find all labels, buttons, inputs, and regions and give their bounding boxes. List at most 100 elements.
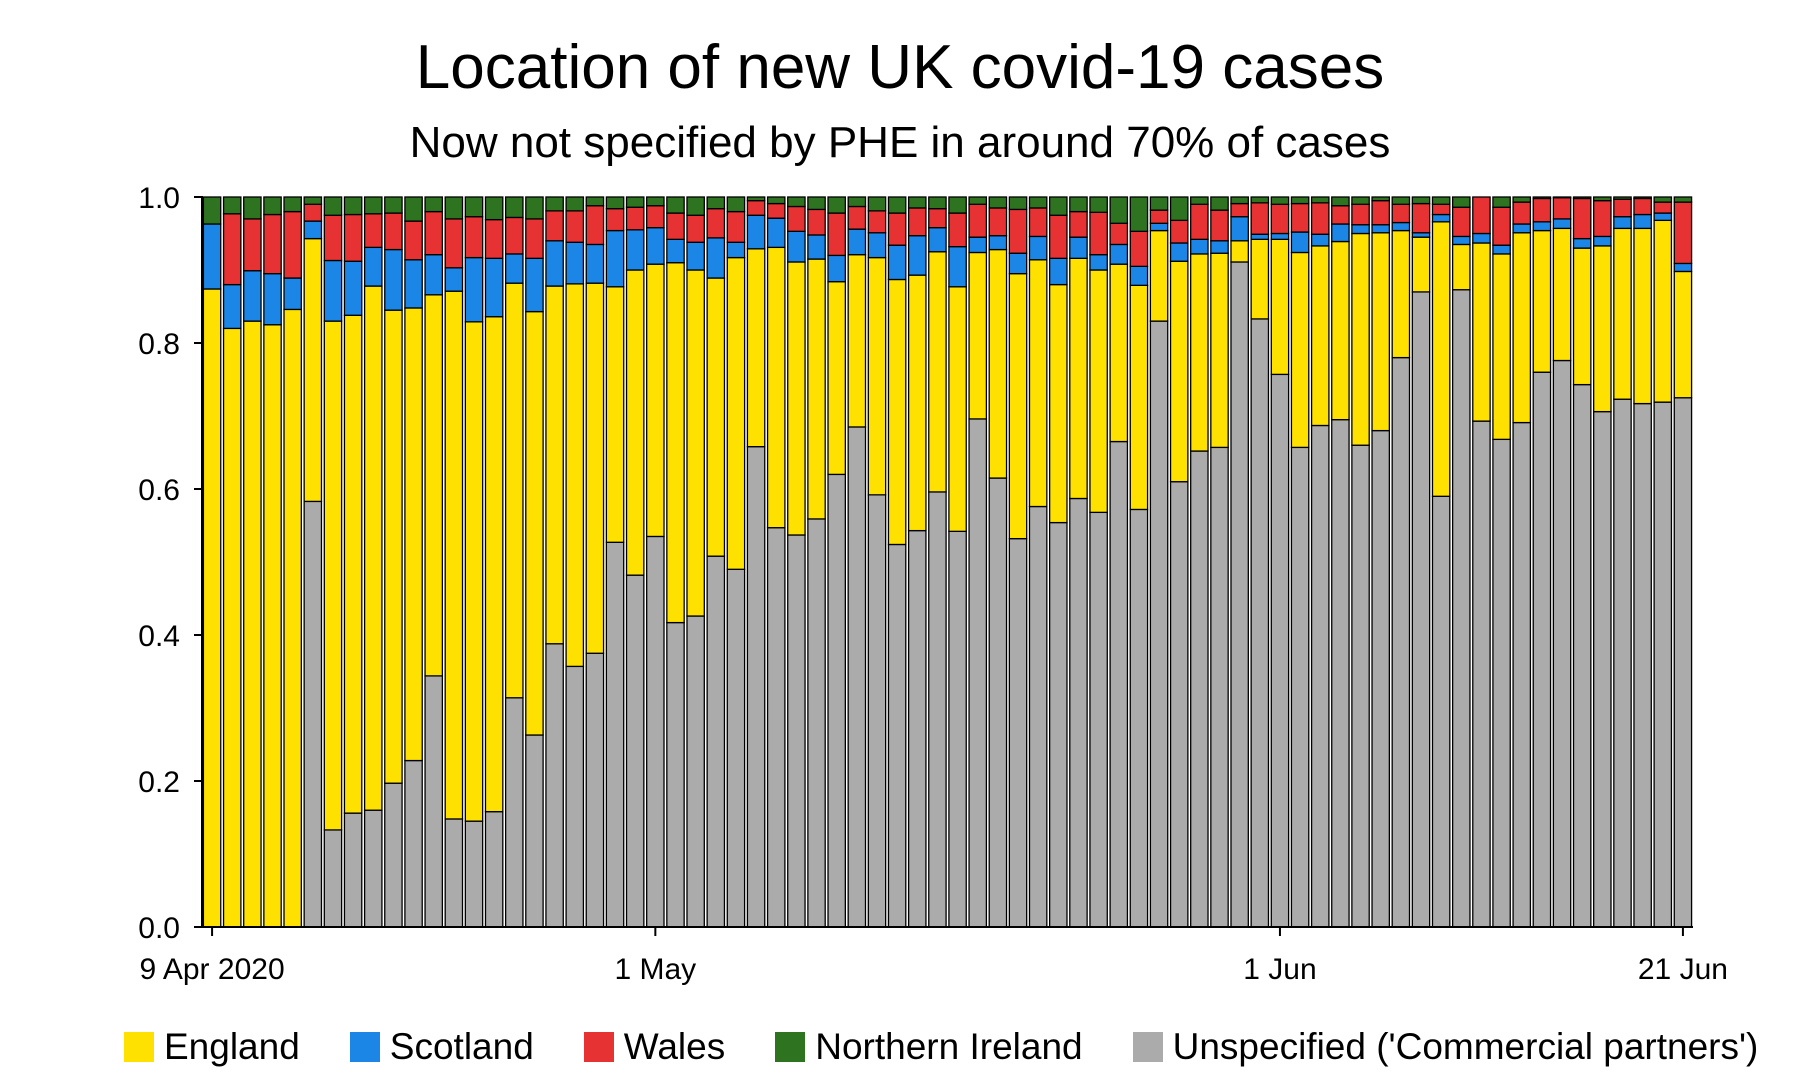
bar-england [1250, 238, 1270, 320]
bar-scotland [484, 257, 504, 318]
bar-england [928, 251, 947, 493]
bar-england [464, 321, 484, 822]
x-tick-label: 21 Jun [1638, 953, 1728, 986]
bar-wales [1169, 219, 1189, 244]
bar-wales [384, 212, 403, 251]
bar-northern-ireland [484, 196, 504, 221]
bar-england [303, 237, 323, 503]
bar-wales [1633, 197, 1652, 216]
bar-scotland [1613, 216, 1632, 230]
bar-northern-ireland [847, 196, 867, 208]
bar-unspecified-commercial-partners [1472, 420, 1491, 928]
bar-scotland [1492, 244, 1511, 255]
bar-northern-ireland [1653, 196, 1673, 203]
bar-unspecified-commercial-partners [706, 555, 726, 928]
bar-northern-ireland [1331, 196, 1350, 207]
bar-scotland [1290, 231, 1310, 254]
bar-unspecified-commercial-partners [1169, 481, 1189, 928]
bar-wales [222, 213, 242, 286]
bar-northern-ireland [1089, 196, 1108, 213]
bar-england [1411, 236, 1431, 293]
bar-scotland [263, 272, 282, 326]
legend-label-wales: Wales [623, 1026, 726, 1067]
bar-wales [1411, 202, 1431, 234]
bar-unspecified-commercial-partners [827, 473, 847, 928]
bar-england [1270, 238, 1290, 376]
bar-unspecified-commercial-partners [484, 811, 504, 928]
bar-unspecified-commercial-partners [605, 541, 625, 928]
bar-england [545, 285, 564, 645]
bar-england [766, 246, 786, 529]
bar-england [323, 320, 343, 831]
bar-wales [1331, 205, 1350, 225]
bar-england [424, 294, 444, 677]
bar-england [706, 277, 726, 557]
bar-wales [867, 210, 887, 234]
y-tick-label: 1.0 [138, 182, 180, 215]
bar-wales [404, 220, 423, 261]
bar-england [625, 269, 645, 576]
bar-wales [968, 203, 988, 238]
bar-northern-ireland [202, 196, 222, 225]
bar-unspecified-commercial-partners [766, 527, 786, 928]
bar-northern-ireland [1069, 196, 1088, 213]
bar-wales [646, 205, 665, 229]
bar-northern-ireland [343, 196, 363, 216]
bar-wales [1492, 206, 1511, 246]
bar-northern-ireland [565, 196, 585, 212]
bar-england [746, 248, 766, 448]
bar-scotland [343, 260, 363, 316]
bar-wales [1028, 207, 1048, 238]
bar-wales [1069, 210, 1088, 238]
bar-unspecified-commercial-partners [1492, 438, 1511, 928]
bar-england [887, 278, 907, 546]
bar-unspecified-commercial-partners [1653, 401, 1673, 928]
bar-scotland [1169, 242, 1189, 262]
bar-scotland [1371, 224, 1391, 234]
bar-scotland [1512, 223, 1532, 234]
legend-item-northern-ireland: Northern Ireland [775, 1025, 1083, 1069]
bar-scotland [1331, 223, 1350, 243]
bar-unspecified-commercial-partners [1391, 356, 1411, 928]
bar-england [1673, 270, 1693, 399]
bar-unspecified-commercial-partners [907, 529, 927, 928]
bar-northern-ireland [1270, 196, 1290, 205]
bar-wales [283, 210, 302, 279]
bar-england [847, 254, 867, 428]
bar-northern-ireland [1492, 196, 1511, 208]
bar-northern-ireland [787, 196, 806, 208]
bar-wales [706, 208, 726, 239]
bar-scotland [1472, 232, 1491, 244]
bar-unspecified-commercial-partners [746, 446, 766, 928]
bar-northern-ireland [263, 196, 282, 216]
bar-northern-ireland [827, 196, 847, 214]
bar-northern-ireland [887, 196, 907, 214]
legend: England Scotland Wales Northern Ireland … [124, 1022, 1800, 1072]
bar-unspecified-commercial-partners [1593, 410, 1612, 928]
bar-unspecified-commercial-partners [1431, 495, 1451, 928]
bar-unspecified-commercial-partners [363, 809, 383, 928]
bar-unspecified-commercial-partners [726, 568, 746, 928]
bar-northern-ireland [384, 196, 403, 214]
bar-northern-ireland [726, 196, 746, 213]
bar-england [384, 309, 403, 784]
bar-scotland [928, 227, 947, 253]
legend-item-wales: Wales [583, 1025, 726, 1069]
bar-unspecified-commercial-partners [1331, 418, 1350, 928]
bar-wales [1008, 208, 1028, 254]
bar-wales [1532, 197, 1552, 223]
bar-england [1593, 245, 1612, 413]
bar-england [283, 308, 302, 928]
x-tick-label: 1 Jun [1243, 953, 1316, 986]
bar-northern-ireland [243, 196, 262, 220]
bar-northern-ireland [424, 196, 444, 213]
bar-northern-ireland [867, 196, 887, 212]
bar-unspecified-commercial-partners [1633, 402, 1652, 928]
bar-england [1129, 284, 1149, 511]
y-tick-label: 0.4 [138, 620, 180, 653]
bar-wales [625, 206, 645, 231]
y-tick-label: 0.0 [138, 912, 180, 945]
bar-scotland [1532, 221, 1552, 232]
legend-item-england: England [124, 1025, 300, 1069]
bar-england [1391, 229, 1411, 359]
